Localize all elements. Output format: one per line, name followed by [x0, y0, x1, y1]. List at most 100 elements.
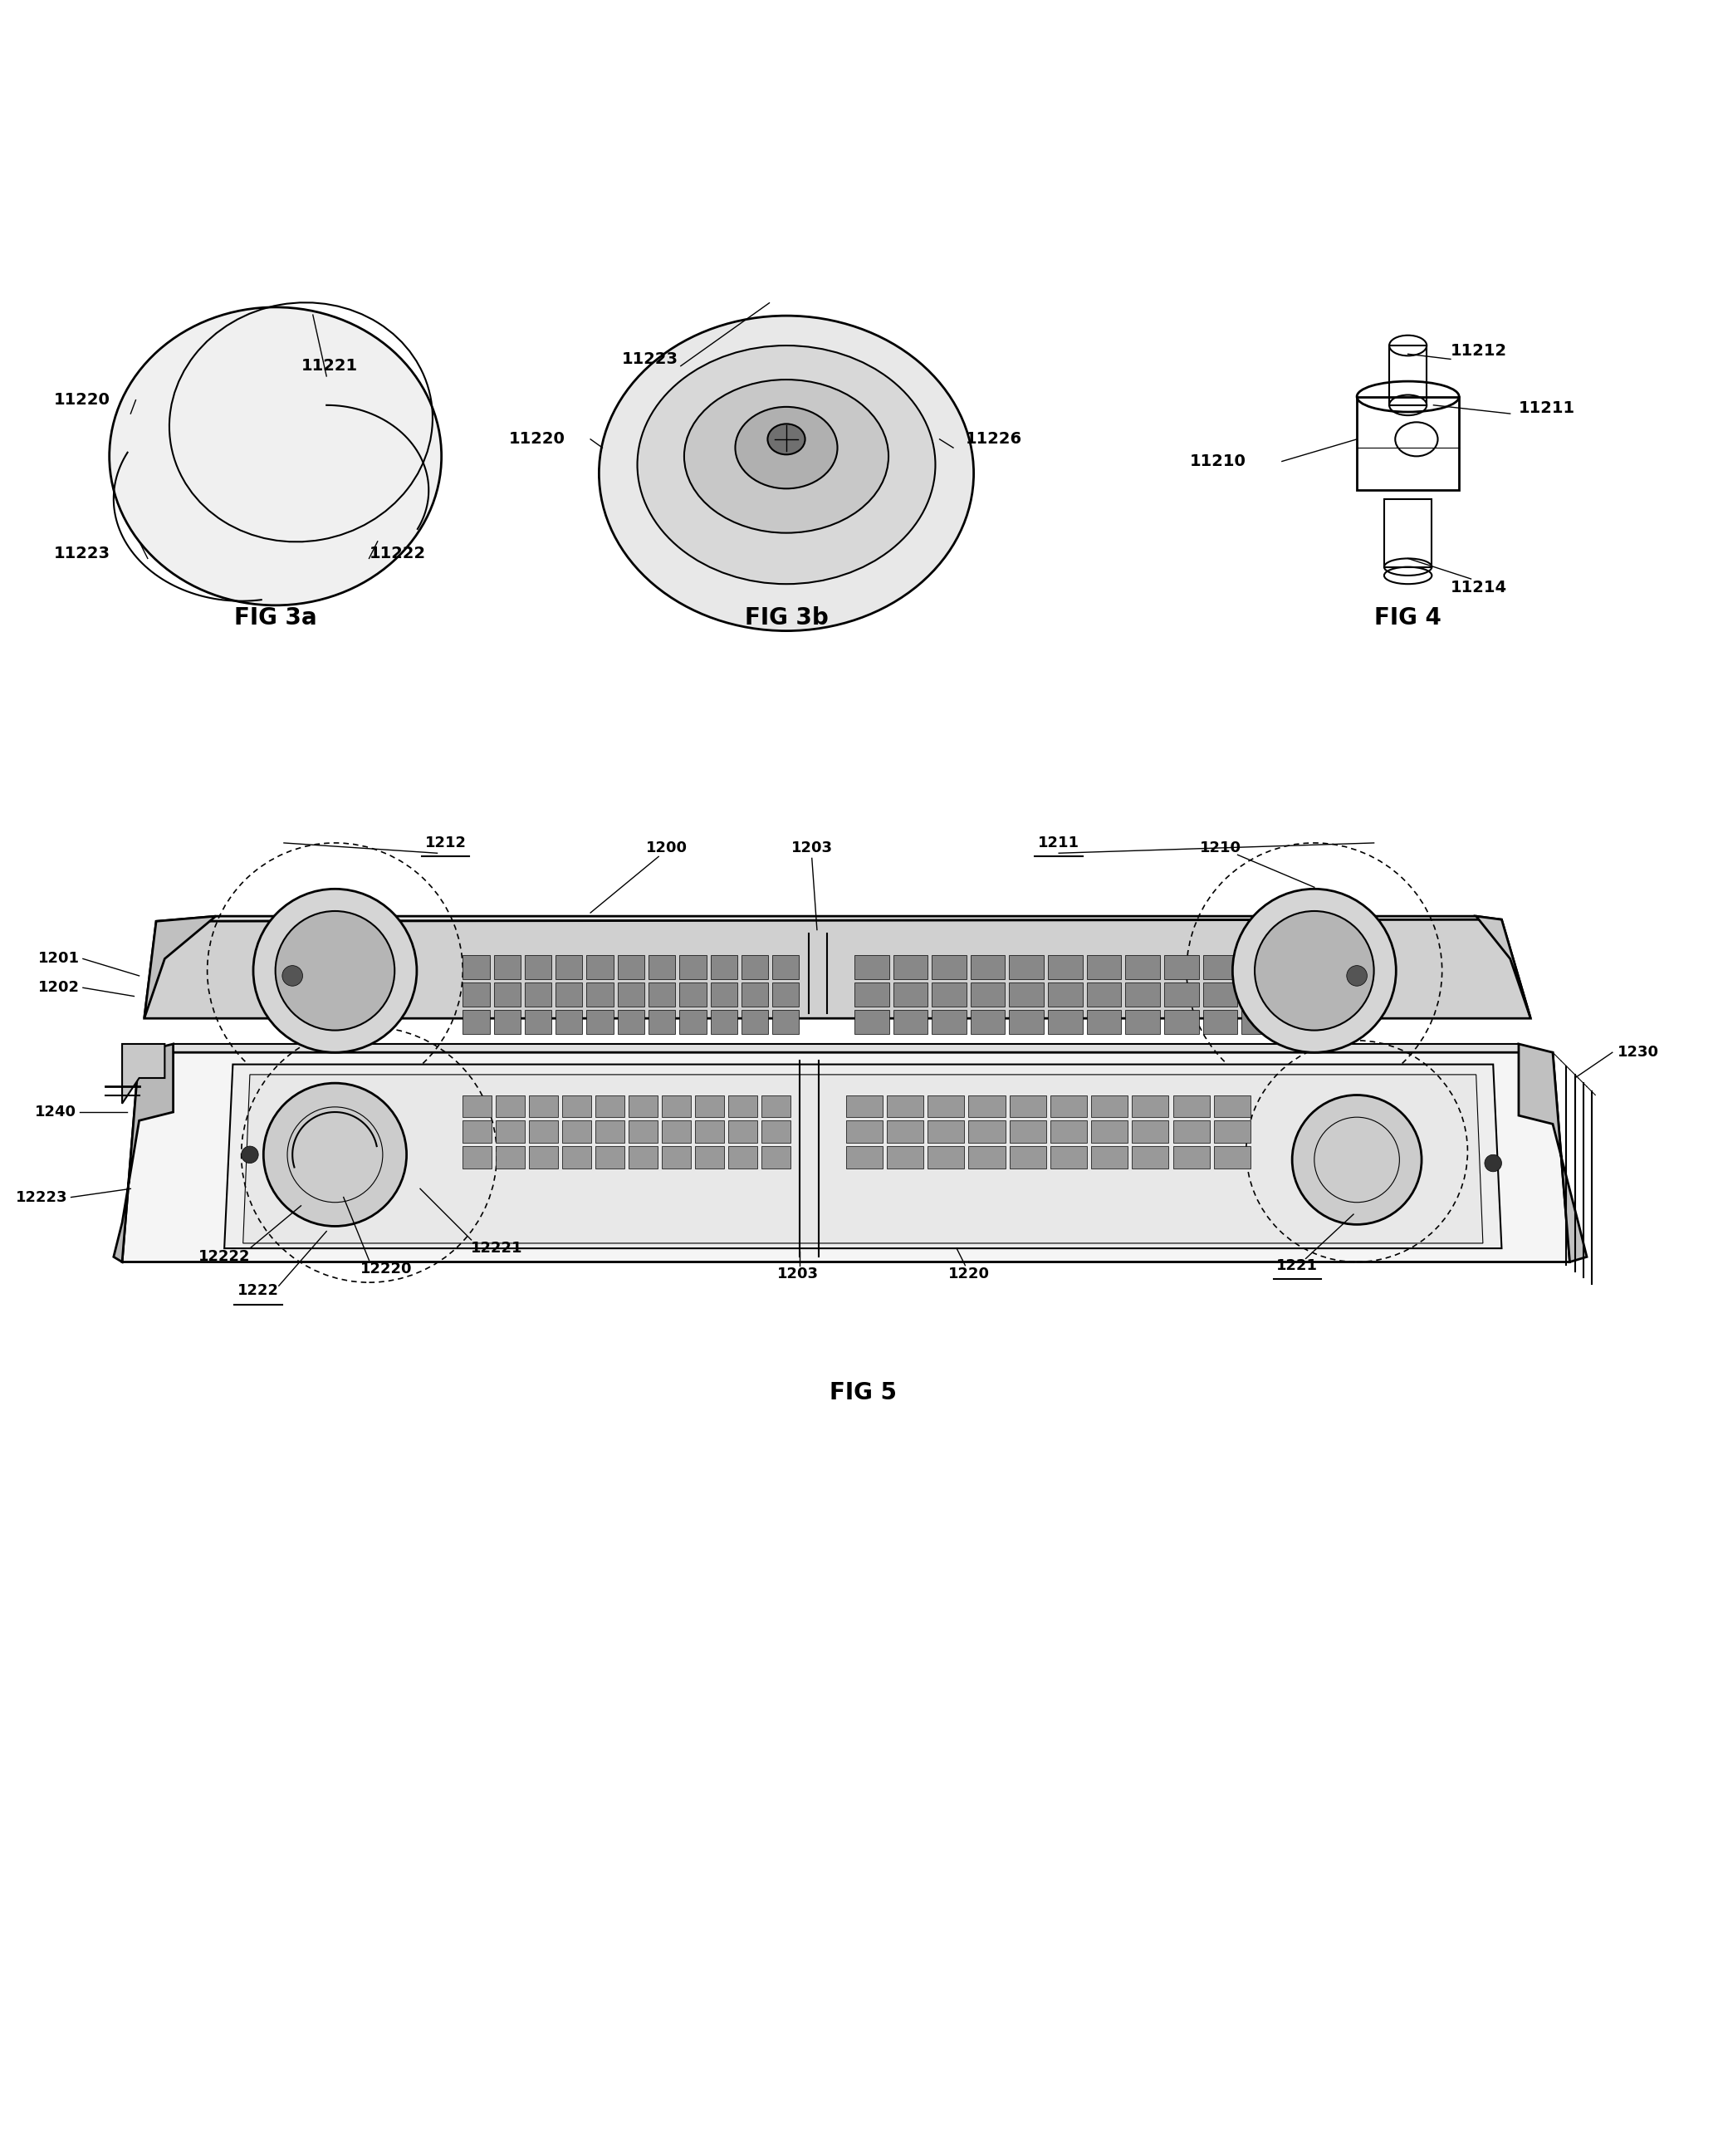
- Text: 11223: 11223: [622, 351, 679, 367]
- Bar: [1203, 955, 1237, 979]
- Bar: [462, 1009, 490, 1033]
- Bar: [1125, 983, 1160, 1007]
- Bar: [1010, 1147, 1046, 1169]
- Bar: [728, 1121, 758, 1143]
- Bar: [773, 1009, 799, 1033]
- Bar: [555, 1009, 582, 1033]
- Bar: [680, 955, 706, 979]
- Text: 11220: 11220: [509, 431, 565, 446]
- Bar: [1242, 1009, 1276, 1033]
- Polygon shape: [113, 1044, 174, 1261]
- Bar: [969, 1095, 1005, 1117]
- Bar: [524, 1009, 551, 1033]
- Text: FIG 3a: FIG 3a: [234, 606, 316, 630]
- Text: 1202: 1202: [38, 981, 79, 996]
- Bar: [596, 1095, 625, 1117]
- Bar: [773, 955, 799, 979]
- Bar: [1008, 955, 1045, 979]
- Bar: [845, 1147, 883, 1169]
- Bar: [529, 1095, 558, 1117]
- Bar: [524, 955, 551, 979]
- Bar: [742, 955, 768, 979]
- Bar: [1010, 1095, 1046, 1117]
- Bar: [971, 955, 1005, 979]
- Bar: [529, 1121, 558, 1143]
- Bar: [1125, 955, 1160, 979]
- Bar: [969, 1147, 1005, 1169]
- Bar: [845, 1095, 883, 1117]
- Ellipse shape: [637, 345, 935, 584]
- Bar: [1242, 955, 1276, 979]
- Bar: [1048, 983, 1082, 1007]
- Bar: [462, 983, 490, 1007]
- Bar: [971, 983, 1005, 1007]
- Bar: [1173, 1121, 1209, 1143]
- Bar: [1008, 1009, 1045, 1033]
- Bar: [629, 1147, 658, 1169]
- Bar: [928, 1121, 964, 1143]
- Bar: [728, 1095, 758, 1117]
- Bar: [1091, 1147, 1127, 1169]
- Bar: [1050, 1095, 1087, 1117]
- Ellipse shape: [735, 407, 837, 489]
- Bar: [493, 955, 521, 979]
- Bar: [1357, 397, 1459, 489]
- Text: 11221: 11221: [301, 358, 357, 373]
- Circle shape: [1254, 912, 1374, 1031]
- Bar: [1385, 498, 1431, 567]
- Bar: [1165, 983, 1199, 1007]
- Text: 11223: 11223: [53, 545, 110, 561]
- Bar: [971, 1009, 1005, 1033]
- Bar: [742, 983, 768, 1007]
- Bar: [1173, 1095, 1209, 1117]
- Bar: [1203, 983, 1237, 1007]
- Bar: [661, 1121, 691, 1143]
- Text: 1200: 1200: [646, 841, 687, 856]
- Text: 1230: 1230: [1617, 1046, 1658, 1061]
- Bar: [680, 983, 706, 1007]
- Text: 11211: 11211: [1519, 401, 1575, 416]
- Bar: [629, 1121, 658, 1143]
- Bar: [1165, 1009, 1199, 1033]
- Bar: [462, 1095, 491, 1117]
- Bar: [1165, 955, 1199, 979]
- Bar: [1048, 1009, 1082, 1033]
- Polygon shape: [225, 1065, 1502, 1248]
- Bar: [1132, 1095, 1168, 1117]
- Bar: [854, 1009, 888, 1033]
- Bar: [711, 955, 737, 979]
- Bar: [629, 1095, 658, 1117]
- Bar: [1215, 1095, 1251, 1117]
- Polygon shape: [1519, 1044, 1587, 1261]
- Bar: [596, 1147, 625, 1169]
- Bar: [555, 955, 582, 979]
- Bar: [462, 1147, 491, 1169]
- Bar: [773, 983, 799, 1007]
- Bar: [497, 1121, 526, 1143]
- Circle shape: [1347, 966, 1368, 985]
- Text: 1212: 1212: [424, 837, 467, 849]
- Bar: [1010, 1121, 1046, 1143]
- Text: 12221: 12221: [471, 1242, 522, 1255]
- Bar: [1242, 983, 1276, 1007]
- Bar: [617, 1009, 644, 1033]
- Circle shape: [1232, 888, 1397, 1052]
- Bar: [661, 1095, 691, 1117]
- Polygon shape: [156, 916, 1502, 921]
- Bar: [931, 1009, 967, 1033]
- Bar: [462, 1121, 491, 1143]
- Bar: [493, 983, 521, 1007]
- Text: FIG 5: FIG 5: [830, 1382, 897, 1406]
- Polygon shape: [1476, 916, 1531, 1018]
- Ellipse shape: [768, 425, 806, 455]
- Text: 1220: 1220: [948, 1266, 990, 1281]
- Bar: [711, 983, 737, 1007]
- Bar: [1203, 1009, 1237, 1033]
- Bar: [886, 1095, 924, 1117]
- Bar: [728, 1147, 758, 1169]
- Bar: [586, 955, 613, 979]
- Bar: [854, 983, 888, 1007]
- Bar: [617, 955, 644, 979]
- Text: 1203: 1203: [790, 841, 833, 856]
- Bar: [1087, 983, 1122, 1007]
